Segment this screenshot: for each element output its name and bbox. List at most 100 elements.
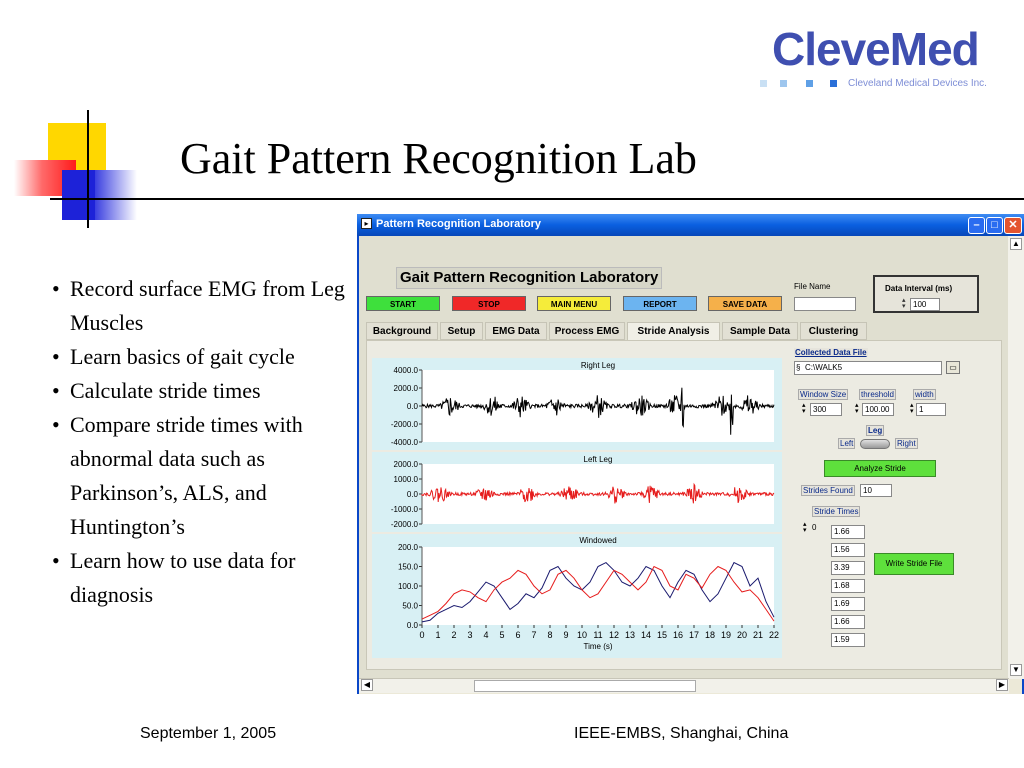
leg-toggle-switch[interactable] xyxy=(860,439,890,449)
tab-clustering[interactable]: Clustering xyxy=(800,322,867,340)
tab-process-emg[interactable]: Process EMG xyxy=(549,322,625,340)
report-button[interactable]: REPORT xyxy=(623,296,697,311)
scroll-up-icon[interactable]: ▲ xyxy=(1010,238,1022,250)
threshold-spinner-icon[interactable]: ▴ ▾ xyxy=(855,402,859,415)
stride-index-spinner-icon[interactable]: ▴ ▾ xyxy=(803,521,807,534)
leg-label: Leg xyxy=(866,425,885,436)
tab-sample-data[interactable]: Sample Data xyxy=(722,322,798,340)
x-tick-label: 18 xyxy=(705,630,715,640)
x-tick-label: 4 xyxy=(483,630,488,640)
y-tick-label: 0.0 xyxy=(407,621,419,630)
tab-emg-data[interactable]: EMG Data xyxy=(485,322,547,340)
close-icon[interactable]: ✕ xyxy=(1004,217,1022,234)
tab-setup[interactable]: Setup xyxy=(440,322,483,340)
emg-trace xyxy=(421,387,775,435)
footer-date: September 1, 2005 xyxy=(140,725,277,742)
main-menu-button[interactable]: MAIN MENU xyxy=(537,296,611,311)
window-title: Pattern Recognition Laboratory xyxy=(376,218,542,230)
stride-times-label: Stride Times xyxy=(812,506,861,517)
y-tick-label: 4000.0 xyxy=(394,366,419,375)
maximize-icon[interactable]: □ xyxy=(986,217,1003,234)
start-button[interactable]: START xyxy=(366,296,440,311)
x-tick-label: 8 xyxy=(547,630,552,640)
data-interval-field[interactable]: 100 xyxy=(910,298,940,311)
x-tick-label: 6 xyxy=(515,630,520,640)
horizontal-scroll-thumb[interactable] xyxy=(474,680,696,692)
x-tick-label: 11 xyxy=(593,630,602,640)
window-size-label: Window Size xyxy=(798,389,849,400)
file-name-label: File Name xyxy=(794,282,831,291)
y-tick-label: 0.0 xyxy=(407,490,419,499)
x-tick-label: 21 xyxy=(753,630,763,640)
minimize-icon[interactable]: – xyxy=(968,217,985,234)
stride-index-field[interactable]: 0 xyxy=(812,523,817,532)
stride-time-item: 1.66 xyxy=(831,615,865,629)
vertical-scrollbar[interactable] xyxy=(1008,236,1024,679)
window-size-spinner-icon[interactable]: ▴ ▾ xyxy=(802,402,806,415)
file-name-field[interactable] xyxy=(794,297,856,311)
tab-stride-analysis[interactable]: Stride Analysis xyxy=(627,322,720,340)
y-tick-label: -2000.0 xyxy=(391,420,419,429)
footer-event: IEEE-EMBS, Shanghai, China xyxy=(574,725,789,742)
analyze-stride-button[interactable]: Analyze Stride xyxy=(824,460,936,477)
x-tick-label: 15 xyxy=(657,630,667,640)
scroll-down-icon[interactable]: ▼ xyxy=(1010,664,1022,676)
stop-button[interactable]: STOP xyxy=(452,296,526,311)
bullet-item: Calculate stride times xyxy=(52,374,347,408)
scroll-left-icon[interactable]: ◀ xyxy=(361,679,373,691)
x-tick-label: 3 xyxy=(467,630,472,640)
strides-found-label: Strides Found xyxy=(801,485,855,496)
stride-time-item: 1.66 xyxy=(831,525,865,539)
y-tick-label: 2000.0 xyxy=(394,460,419,469)
y-tick-label: -2000.0 xyxy=(391,520,419,529)
width-spinner-icon[interactable]: ▴ ▾ xyxy=(910,402,914,415)
chart-plot-area xyxy=(422,547,774,625)
y-tick-label: 0.0 xyxy=(407,402,419,411)
data-interval-spinner-icon[interactable]: ▴ ▾ xyxy=(902,297,906,310)
threshold-field[interactable]: 100.00 xyxy=(862,403,894,416)
bullet-item: Learn basics of gait cycle xyxy=(52,340,347,374)
x-axis-label: Time (s) xyxy=(583,642,612,651)
x-tick-label: 14 xyxy=(641,630,651,640)
x-tick-label: 5 xyxy=(499,630,504,640)
leg-right-label: Right xyxy=(895,438,918,449)
strides-found-field: 10 xyxy=(860,484,892,497)
logo-tagline: Cleveland Medical Devices Inc. xyxy=(848,78,987,89)
x-tick-label: 13 xyxy=(625,630,635,640)
y-tick-label: 50.0 xyxy=(402,602,418,611)
stride-time-item: 1.69 xyxy=(831,597,865,611)
bullet-list: Record surface EMG from Leg Muscles Lear… xyxy=(52,272,347,612)
chart-title: Left Leg xyxy=(584,455,613,464)
logo-square-3 xyxy=(806,80,813,87)
emg-trace xyxy=(421,482,775,504)
x-tick-label: 7 xyxy=(531,630,536,640)
series-line xyxy=(421,565,775,622)
save-data-button[interactable]: SAVE DATA xyxy=(708,296,782,311)
y-tick-label: -1000.0 xyxy=(391,505,419,514)
x-tick-label: 2 xyxy=(451,630,456,640)
logo-square-1 xyxy=(760,80,767,87)
x-tick-label: 12 xyxy=(609,630,619,640)
bullet-item: Compare stride times with abnormal data … xyxy=(52,408,347,544)
decor-blue-fade xyxy=(95,170,137,220)
window-titlebar[interactable] xyxy=(357,214,1024,236)
window-size-field[interactable]: 300 xyxy=(810,403,842,416)
y-tick-label: 200.0 xyxy=(398,543,419,552)
data-interval-label: Data Interval (ms) xyxy=(885,284,953,293)
folder-browse-icon[interactable]: ▭ xyxy=(946,361,960,374)
write-stride-file-button[interactable]: Write Stride File xyxy=(874,553,954,575)
tab-background[interactable]: Background xyxy=(366,322,438,340)
chart-title: Windowed xyxy=(579,536,616,545)
x-tick-label: 9 xyxy=(563,630,568,640)
collected-data-file-field[interactable]: C:\WALK5 xyxy=(794,361,942,375)
y-tick-label: 2000.0 xyxy=(394,384,419,393)
x-tick-label: 17 xyxy=(689,630,699,640)
width-field[interactable]: 1 xyxy=(916,403,946,416)
x-tick-label: 22 xyxy=(769,630,779,640)
stride-time-item: 3.39 xyxy=(831,561,865,575)
width-label: width xyxy=(913,389,936,400)
y-tick-label: 150.0 xyxy=(398,563,419,572)
scroll-right-icon[interactable]: ▶ xyxy=(996,679,1008,691)
decor-horizontal-line xyxy=(50,198,1024,200)
